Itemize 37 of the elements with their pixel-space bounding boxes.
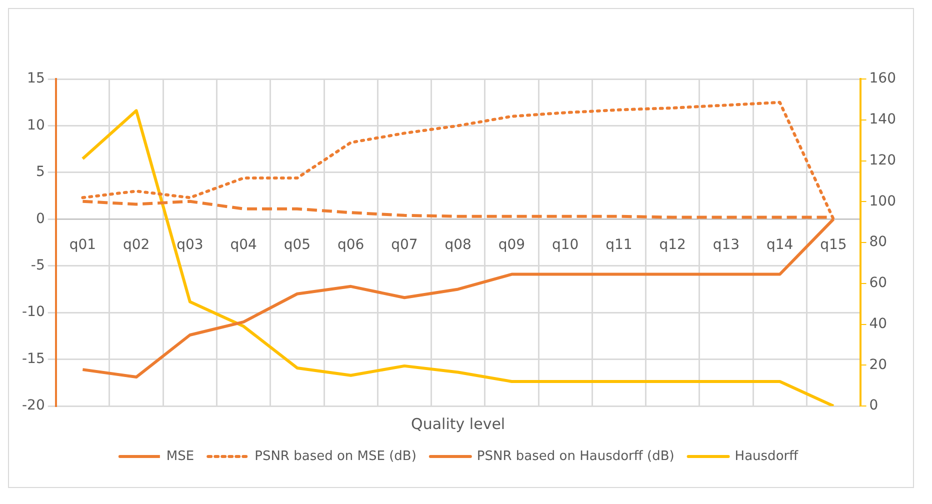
x-axis-title: Quality level xyxy=(411,414,506,433)
x-tick-label: q09 xyxy=(498,237,526,254)
y-tick-label: 10 xyxy=(27,117,45,134)
x-tick-label: q05 xyxy=(284,237,311,254)
x-tick-label: q08 xyxy=(444,237,472,254)
y2-tick-label: 140 xyxy=(869,112,896,128)
y2-tick-label: 160 xyxy=(869,70,896,87)
y2-tick-label: 20 xyxy=(869,356,888,373)
y2-tick-label: 0 xyxy=(869,398,878,414)
y-tick-label: -10 xyxy=(22,304,45,320)
x-tick-label: q03 xyxy=(176,237,204,254)
x-tick-label: q13 xyxy=(712,237,740,254)
x-tick-label: q02 xyxy=(122,237,150,254)
x-tick-label: q04 xyxy=(230,237,258,254)
y-tick-label: 0 xyxy=(36,210,45,227)
x-tick-label: q01 xyxy=(69,237,96,254)
legend-label: PSNR based on Hausdorff (dB) xyxy=(476,448,674,464)
y-tick-label: 15 xyxy=(27,70,45,87)
y2-tick-label: 100 xyxy=(869,193,896,210)
y-tick-label: -15 xyxy=(22,350,45,367)
x-tick-label: q12 xyxy=(659,237,686,254)
y-tick-label: -5 xyxy=(30,258,45,274)
y-tick-label: 5 xyxy=(36,164,45,180)
legend-label: PSNR based on MSE (dB) xyxy=(254,448,416,464)
x-tick-label: q06 xyxy=(337,237,364,254)
x-tick-label: q10 xyxy=(552,237,579,254)
y2-tick-label: 60 xyxy=(869,275,888,292)
y2-tick-label: 40 xyxy=(869,316,888,332)
x-tick-label: q07 xyxy=(391,237,418,254)
y2-tick-label: 80 xyxy=(869,234,888,250)
x-tick-label: q14 xyxy=(766,237,794,254)
legend-label: MSE xyxy=(166,448,194,464)
y-tick-label: -20 xyxy=(22,398,45,414)
y2-tick-label: 120 xyxy=(869,152,896,168)
x-tick-label: q15 xyxy=(820,237,847,254)
legend-label: Hausdorff xyxy=(734,448,800,464)
x-tick-label: q11 xyxy=(606,237,632,254)
